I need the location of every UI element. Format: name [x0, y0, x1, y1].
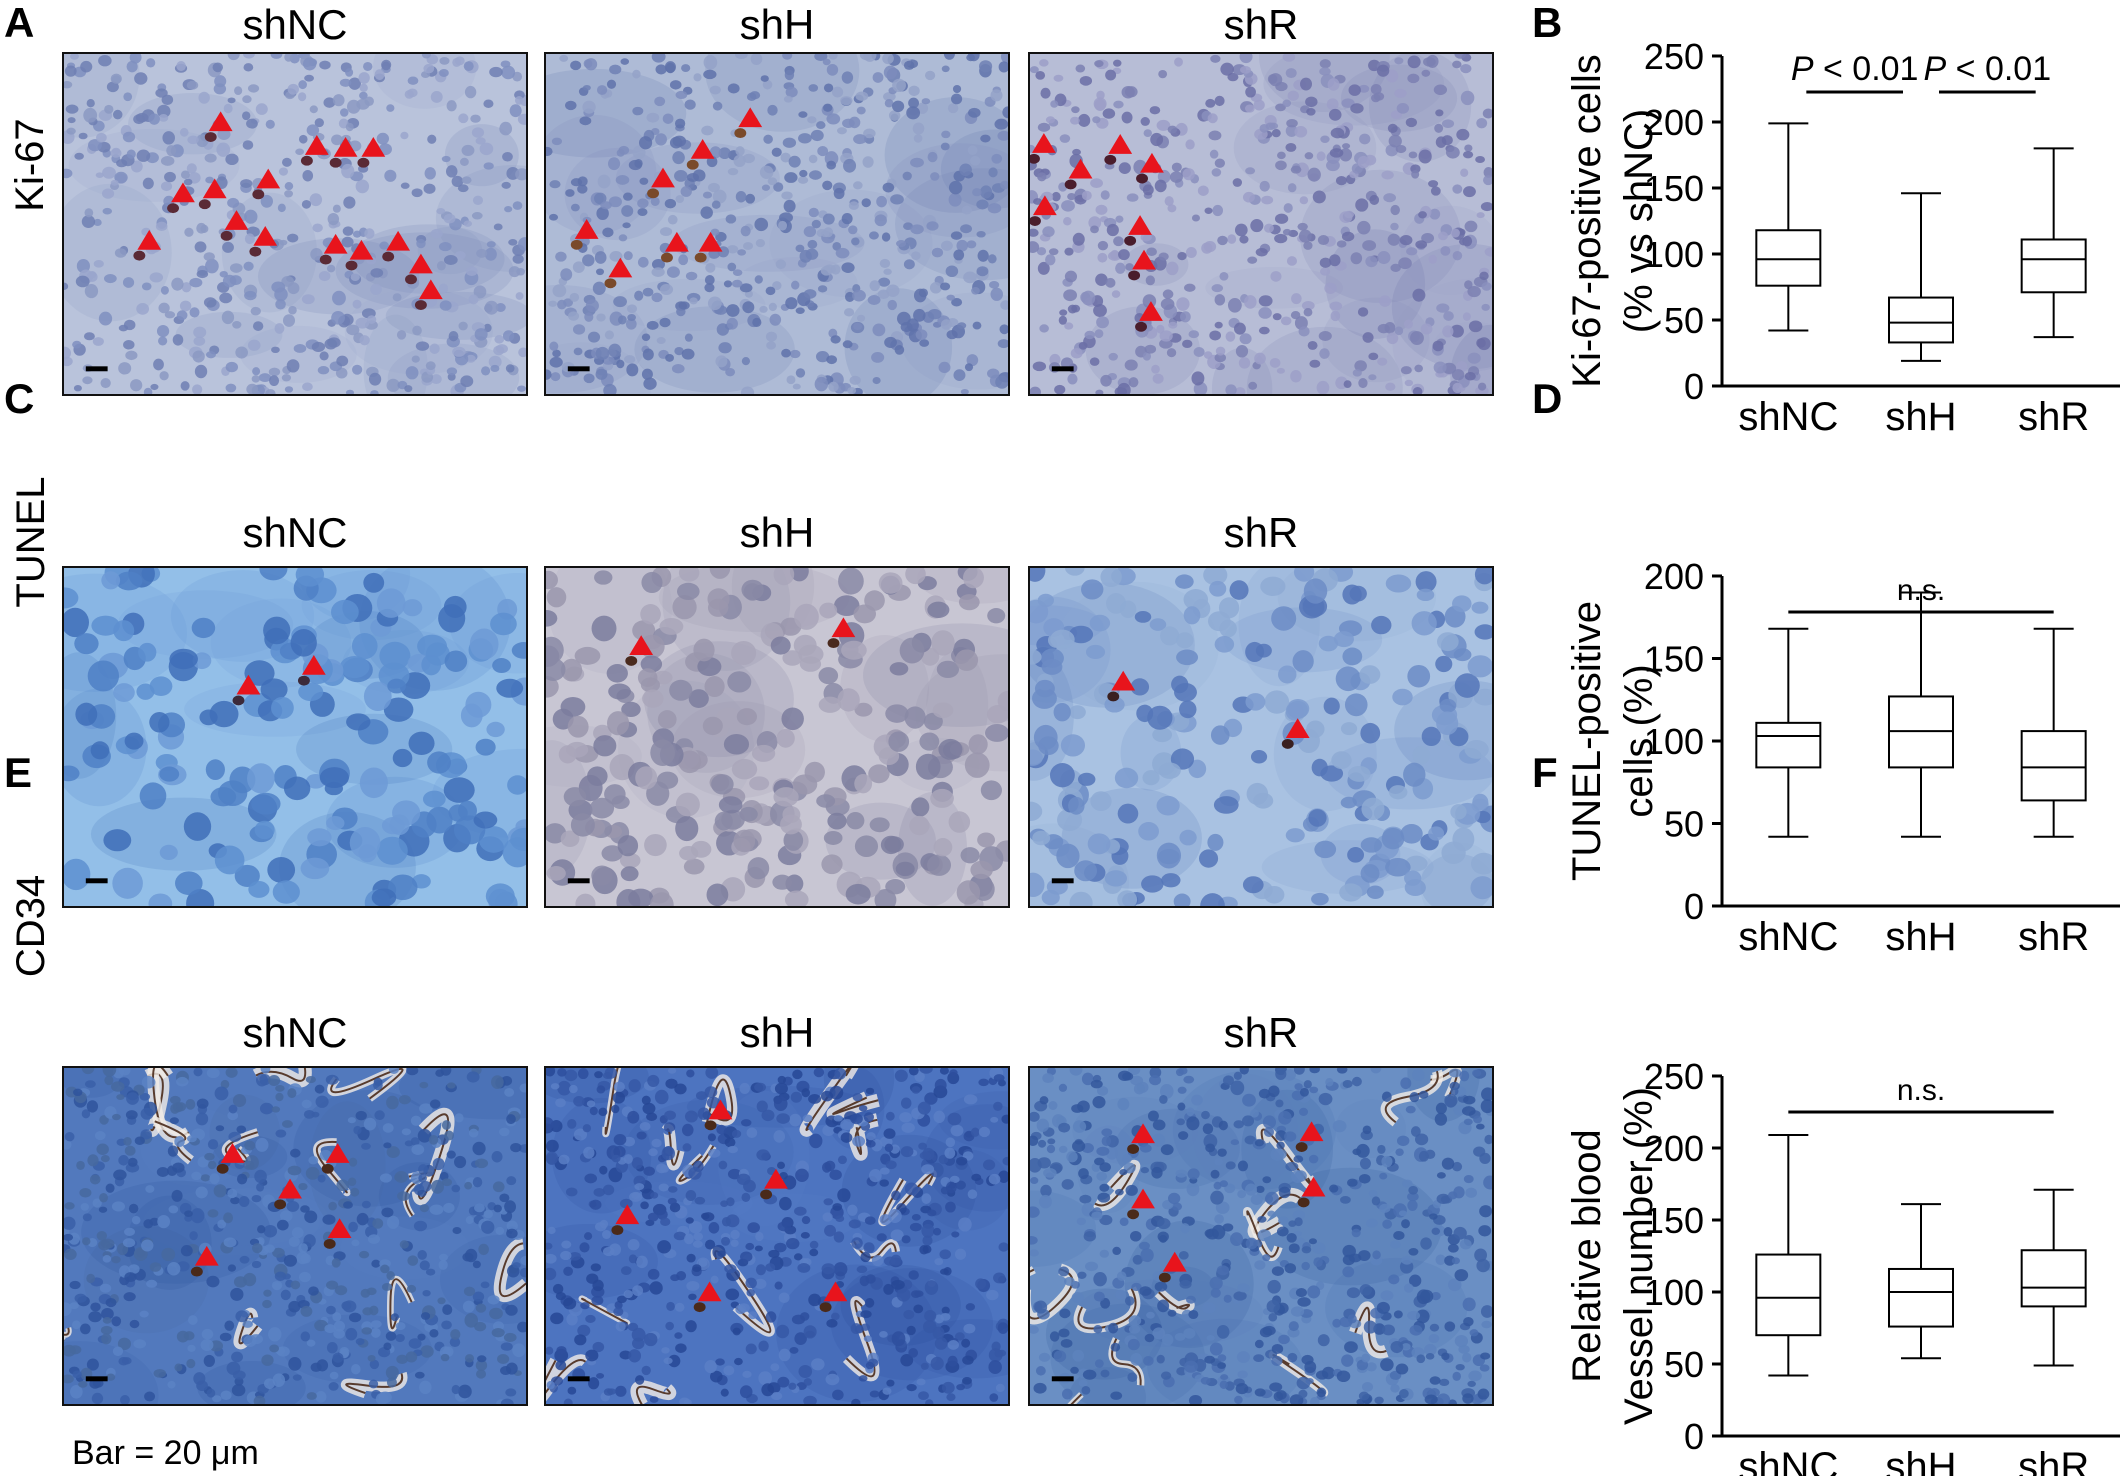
micrograph-cd34-shr — [1028, 1066, 1494, 1406]
row-label-ki67: Ki-67 — [8, 118, 52, 212]
micrograph-cd34-shh-image — [546, 1068, 1008, 1404]
chart-d-tunel: 0 50 100 150 200 TUNEL-positive cells (%) shNC s… — [1565, 540, 2126, 970]
box-d-shr — [2020, 627, 2087, 838]
micrograph-ki67-shr — [1028, 52, 1494, 396]
y-tick-label: 150 — [1644, 168, 1704, 209]
y-tick-label: 200 — [1644, 556, 1704, 597]
micrograph-cd34-shnc — [62, 1066, 528, 1406]
y-tick-label: 250 — [1644, 36, 1704, 77]
y-tick-label: 50 — [1664, 300, 1704, 341]
x-tick-label: shR — [2018, 1445, 2089, 1476]
micrograph-tunel-shnc-image — [64, 568, 526, 906]
micrograph-cd34-shr-image — [1030, 1068, 1492, 1404]
box-f-shh — [1888, 1203, 1954, 1360]
micrograph-ki67-shh — [544, 52, 1010, 396]
micrograph-cd34-shnc-image — [64, 1068, 526, 1404]
title-c-shr: shR — [1223, 509, 1299, 556]
x-tick-label: shNC — [1738, 395, 1838, 439]
row-label-tunel: TUNEL — [9, 476, 53, 608]
row-label-cd34: CD34 — [9, 874, 53, 978]
title-a-shr: shR — [1223, 1, 1299, 48]
y-axis-label: Relative blood — [1570, 1129, 1609, 1383]
significance-label: n.s. — [1897, 1074, 1945, 1107]
micrograph-ki67-shr-image — [1030, 54, 1492, 394]
panel-letter-d: D — [1532, 375, 1563, 422]
y-tick-label: 200 — [1644, 102, 1704, 143]
box-iqr — [1755, 229, 1822, 287]
y-axis-label: Vessel number (%) — [1617, 1087, 1661, 1425]
chart-d-svg: 0 50 100 150 200 TUNEL-positive cells (%) shNC s… — [1565, 556, 2120, 959]
box-iqr — [2020, 1249, 2087, 1308]
micrograph-tunel-shnc — [62, 566, 528, 908]
x-tick-label: shH — [1885, 915, 1956, 959]
y-tick-label: 0 — [1684, 886, 1704, 927]
micrograph-tunel-shr — [1028, 566, 1494, 908]
box-b-shr — [2020, 147, 2087, 339]
y-tick-label: 0 — [1684, 366, 1704, 407]
y-axis-label: cells (%) — [1617, 664, 1661, 817]
box-iqr — [2020, 238, 2087, 294]
y-tick-label: 200 — [1644, 1128, 1704, 1169]
y-tick-label: 50 — [1664, 1344, 1704, 1385]
y-tick-label: 100 — [1644, 1272, 1704, 1313]
box-iqr — [1755, 1253, 1822, 1337]
significance-label: P < 0.01 — [1791, 50, 1919, 88]
micrograph-cd34-shh — [544, 1066, 1010, 1406]
box-iqr — [1888, 1267, 1954, 1328]
title-e-shh: shH — [739, 1009, 815, 1056]
chart-f-cd34: 0 50 100 150 200 250 Relative blood Vessel numb… — [1565, 1040, 2126, 1481]
box-b-shh — [1888, 192, 1954, 362]
panel-letter-f: F — [1532, 749, 1558, 796]
x-tick-label: shNC — [1738, 915, 1838, 959]
title-c-shh: shH — [739, 509, 815, 556]
y-axis-label: Ki-67-positive cells — [1570, 54, 1609, 387]
title-a-shh: shH — [739, 1, 815, 48]
y-axis-label: (% vs shNC) — [1617, 109, 1661, 333]
title-e-shnc: shNC — [242, 1009, 348, 1056]
box-iqr — [1755, 721, 1822, 769]
x-tick-label: shNC — [1738, 1445, 1838, 1476]
y-tick-label: 150 — [1644, 1200, 1704, 1241]
y-axis-label: TUNEL-positive — [1570, 601, 1609, 881]
y-tick-label: 100 — [1644, 234, 1704, 275]
box-iqr — [1888, 296, 1954, 344]
panel-letter-a: A — [4, 0, 35, 46]
x-tick-label: shR — [2018, 915, 2089, 959]
micrograph-ki67-shh-image — [546, 54, 1008, 394]
y-tick-label: 0 — [1684, 1416, 1704, 1457]
box-d-shnc — [1755, 627, 1822, 838]
scale-bar-note: Bar = 20 μm — [72, 1434, 259, 1472]
panel-letter-c: C — [4, 375, 35, 422]
title-c-shnc: shNC — [242, 509, 348, 556]
significance-label: P < 0.01 — [1924, 50, 2052, 88]
y-tick-label: 50 — [1664, 804, 1704, 845]
chart-f-svg: 0 50 100 150 200 250 Relative blood Vessel numb… — [1565, 1056, 2120, 1481]
chart-b-svg: 0 50 100 150 200 250 Ki-67-positive cells(% vs… — [1565, 36, 2120, 439]
box-d-shh — [1888, 591, 1954, 838]
panel-letter-b: B — [1532, 0, 1563, 46]
significance-label: n.s. — [1897, 574, 1945, 607]
box-f-shr — [2020, 1188, 2087, 1367]
title-a-shnc: shNC — [242, 1, 348, 48]
box-b-shnc — [1755, 122, 1822, 332]
x-tick-label: shR — [2018, 395, 2089, 439]
micrograph-tunel-shr-image — [1030, 568, 1492, 906]
title-e-shr: shR — [1223, 1009, 1299, 1056]
micrograph-tunel-shh — [544, 566, 1010, 908]
y-tick-label: 100 — [1644, 721, 1704, 762]
x-tick-label: shH — [1885, 395, 1956, 439]
x-tick-label: shH — [1885, 1445, 1956, 1476]
micrograph-tunel-shh-image — [546, 568, 1008, 906]
box-f-shnc — [1755, 1134, 1822, 1377]
micrograph-ki67-shnc-image — [64, 54, 526, 394]
chart-b-ki67: 0 50 100 150 200 250 Ki-67-positive cells (% vs… — [1565, 20, 2126, 450]
panel-letter-e: E — [4, 749, 33, 796]
box-iqr — [2020, 730, 2087, 802]
y-tick-label: 250 — [1644, 1056, 1704, 1097]
y-tick-label: 150 — [1644, 639, 1704, 680]
micrograph-ki67-shnc — [62, 52, 528, 396]
